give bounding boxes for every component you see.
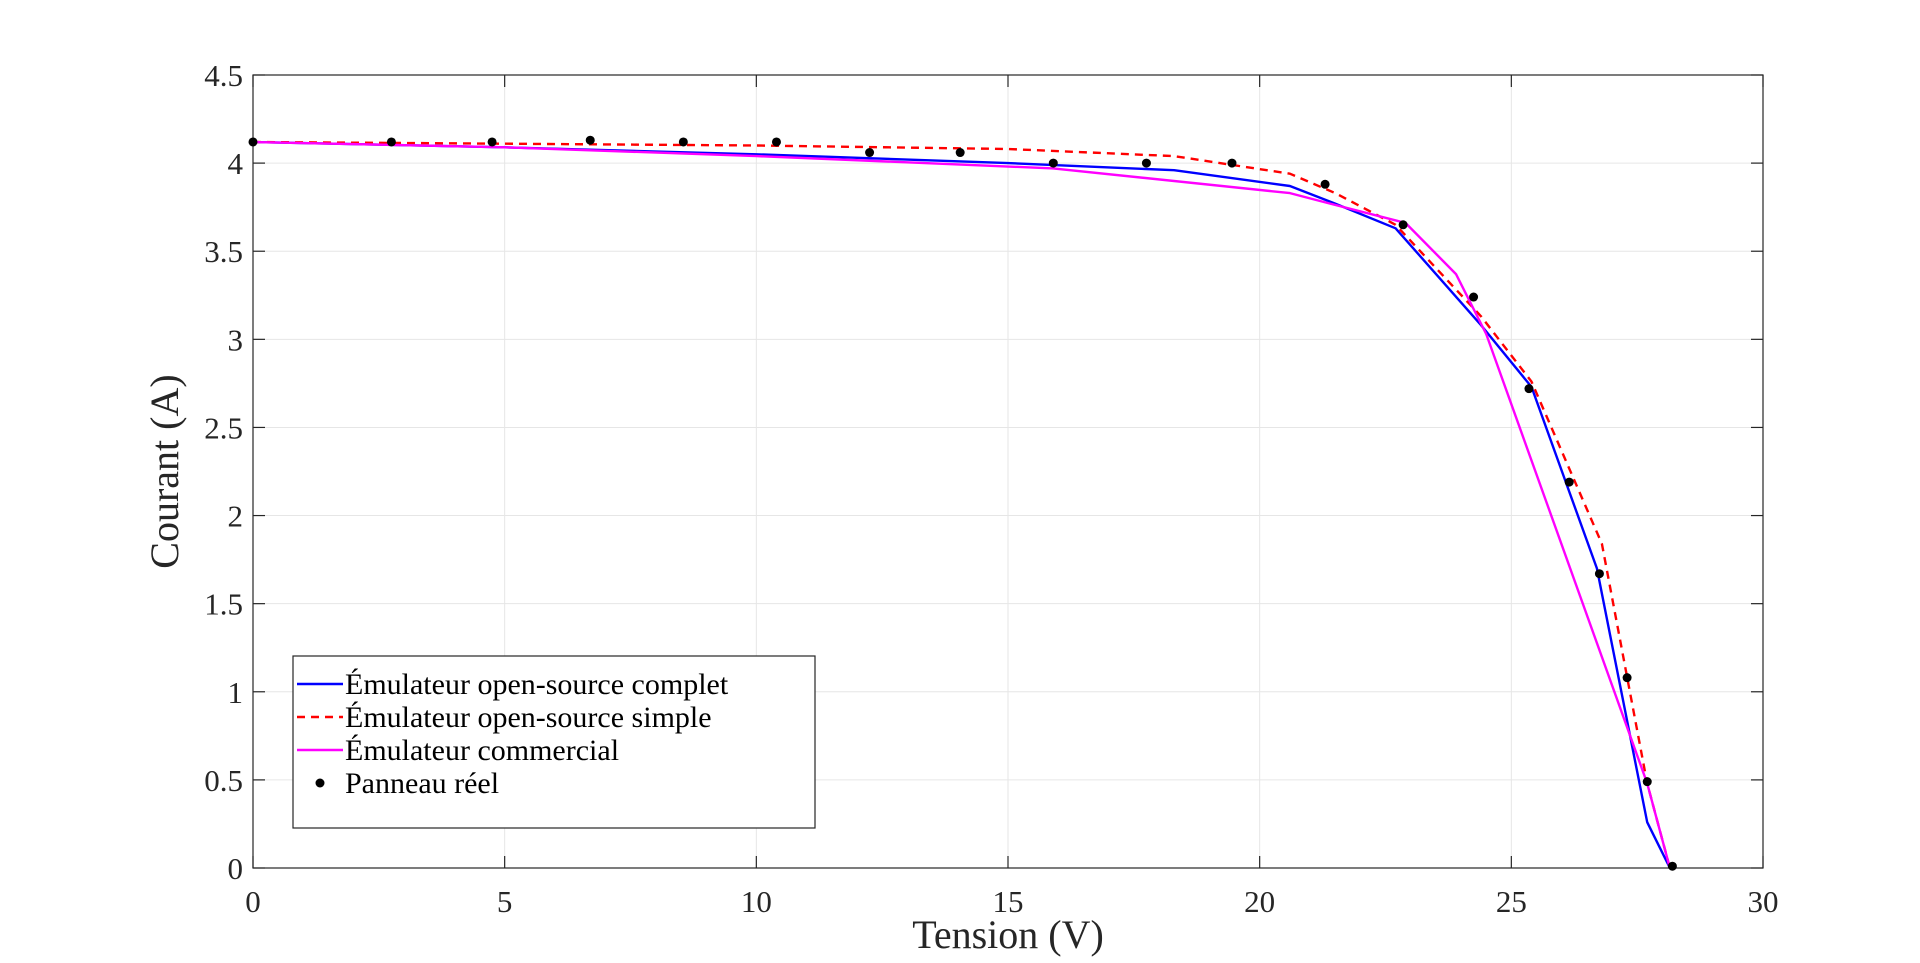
y-tick-label: 3 — [228, 322, 244, 357]
data-point — [1227, 158, 1237, 168]
x-tick-label: 15 — [993, 884, 1024, 919]
legend-marker — [315, 778, 325, 788]
y-tick-label: 1.5 — [204, 587, 243, 622]
legend-label: Panneau réel — [345, 767, 499, 800]
series-layer — [248, 135, 1677, 871]
data-point — [1320, 179, 1330, 189]
y-tick-label: 0 — [228, 851, 244, 886]
series-line-2 — [252, 140, 1672, 869]
data-point — [585, 135, 595, 145]
data-point — [1524, 384, 1534, 394]
plot-area-frame — [252, 74, 1764, 869]
tick-labels: 0 5 10 15 20 25 30 0 0.5 1 1.5 2 2.5 3 3.5 4 4.5 — [204, 58, 1778, 919]
data-point — [771, 137, 781, 147]
data-point — [1469, 292, 1479, 302]
data-point — [487, 137, 497, 147]
x-tick-label: 5 — [497, 884, 513, 919]
data-point — [1642, 777, 1652, 787]
series-line-3 — [252, 140, 1672, 869]
y-tick-label: 4 — [228, 146, 244, 181]
data-point — [1564, 477, 1574, 487]
x-axis-label: Tension (V) — [912, 912, 1104, 957]
y-tick-label: 2 — [228, 499, 244, 534]
legend-box — [292, 655, 816, 829]
x-tick-label: 30 — [1748, 884, 1779, 919]
data-point — [248, 137, 258, 147]
legend-label: Émulateur open-source complet — [345, 668, 729, 701]
data-point — [955, 148, 965, 158]
data-point — [1398, 220, 1408, 230]
data-point — [1622, 673, 1632, 683]
data-point — [1667, 861, 1677, 871]
data-point — [386, 137, 396, 147]
data-point — [1048, 158, 1058, 168]
legend-label: Émulateur open-source simple — [345, 701, 712, 734]
x-tick-label: 20 — [1244, 884, 1275, 919]
x-tick-label: 10 — [741, 884, 772, 919]
y-tick-label: 1 — [228, 675, 244, 710]
y-axis-label: Courant (A) — [142, 374, 187, 568]
data-point — [865, 148, 875, 158]
y-tick-label: 2.5 — [204, 410, 243, 445]
y-tick-label: 3.5 — [204, 234, 243, 269]
x-tick-label: 0 — [245, 884, 261, 919]
data-point — [1141, 158, 1151, 168]
legend-label: Émulateur commercial — [345, 734, 619, 767]
y-tick-label: 4.5 — [204, 58, 243, 93]
y-tick-label: 0.5 — [204, 763, 243, 798]
x-tick-label: 25 — [1496, 884, 1527, 919]
data-point — [1594, 569, 1604, 579]
series-line-1 — [252, 140, 1671, 869]
data-point — [678, 137, 688, 147]
